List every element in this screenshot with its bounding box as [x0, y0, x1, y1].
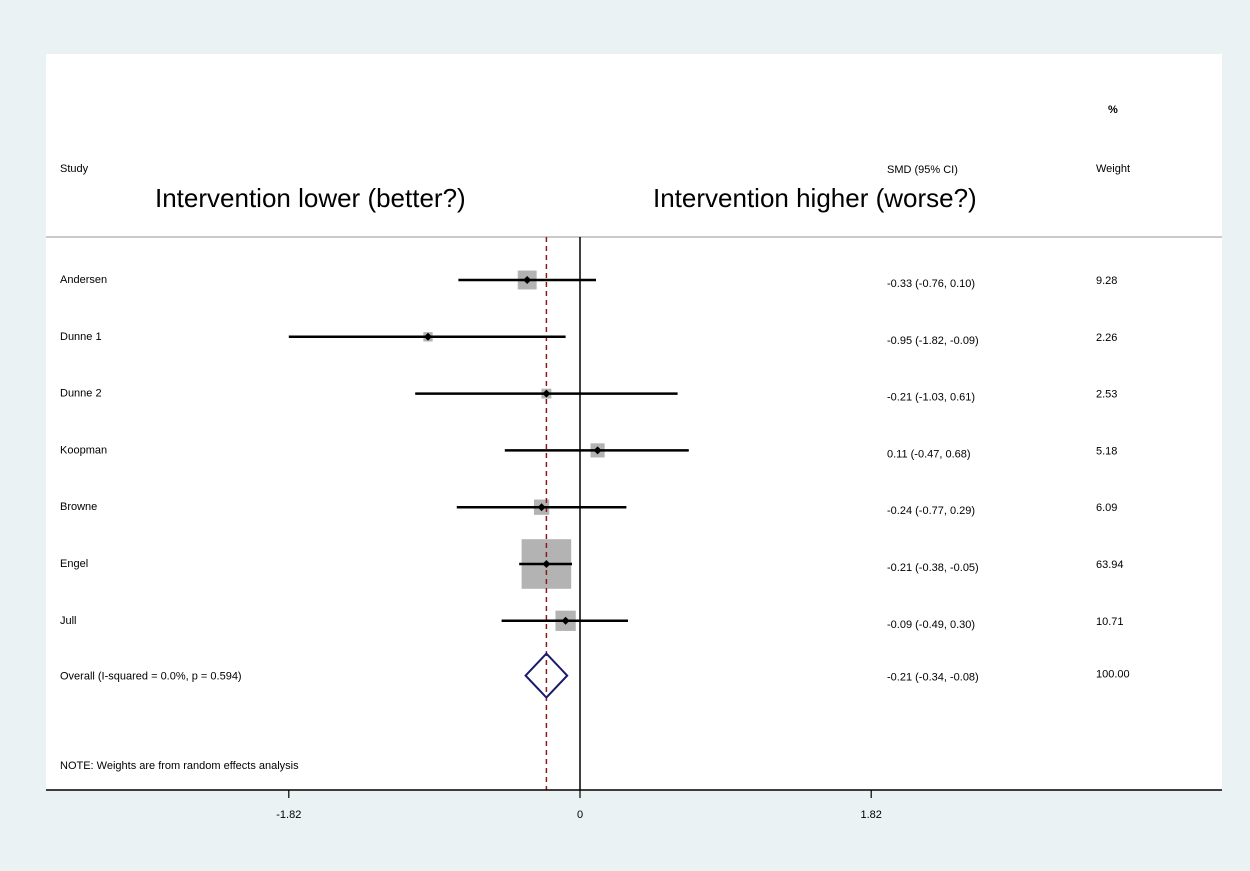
overall-ci-text: -0.21 (-0.34, -0.08) — [887, 672, 979, 684]
weight-text: 9.28 — [1096, 275, 1117, 287]
plot-panel — [46, 54, 1222, 790]
weight-text: 2.53 — [1096, 389, 1117, 401]
point-estimate — [523, 276, 532, 284]
overall-label: Overall (I-squared = 0.0%, p = 0.594) — [60, 671, 242, 683]
study-name: Browne — [60, 501, 97, 513]
effect-ci-text: -0.24 (-0.77, 0.29) — [887, 505, 975, 517]
study-name: Dunne 1 — [60, 331, 102, 343]
note-text: NOTE: Weights are from random effects an… — [60, 760, 299, 772]
header-study: Study — [60, 163, 89, 175]
point-estimate — [593, 446, 602, 455]
study-name: Dunne 2 — [60, 388, 102, 400]
point-estimate — [537, 503, 546, 512]
effect-ci-text: -0.09 (-0.49, 0.30) — [887, 619, 975, 631]
x-tick-label: -1.82 — [276, 809, 301, 821]
overall-weight-text: 100.00 — [1096, 669, 1130, 681]
direction-label-left: Intervention lower (better?) — [155, 183, 466, 213]
effect-ci-text: -0.21 (-1.03, 0.61) — [887, 392, 975, 404]
effect-ci-text: -0.33 (-0.76, 0.10) — [887, 278, 975, 290]
header-effect: SMD (95% CI) — [887, 164, 958, 176]
weight-text: 63.94 — [1096, 559, 1124, 571]
point-estimate — [542, 389, 551, 398]
effect-ci-text: -0.95 (-1.82, -0.09) — [887, 335, 979, 347]
row-labels: Andersen -0.33 (-0.76, 0.10) 9.28 Dunne 1 -0… — [60, 274, 1130, 684]
direction-label-right: Intervention higher (worse?) — [653, 183, 977, 213]
point-estimate — [424, 332, 432, 341]
x-tick-label: 1.82 — [860, 809, 881, 821]
point-estimate — [561, 616, 570, 625]
study-name: Koopman — [60, 444, 107, 456]
weight-text: 10.71 — [1096, 616, 1124, 628]
study-marks — [288, 276, 689, 700]
point-estimate — [542, 560, 551, 568]
study-name: Andersen — [60, 274, 107, 286]
header-weight-pct: % — [1108, 104, 1118, 116]
study-name: Engel — [60, 558, 88, 570]
effect-ci-text: -0.21 (-0.38, -0.05) — [887, 562, 979, 574]
x-tick-label: 0 — [577, 809, 583, 821]
weight-text: 6.09 — [1096, 502, 1117, 514]
weight-text: 2.26 — [1096, 332, 1117, 344]
weight-text: 5.18 — [1096, 445, 1117, 457]
study-name: Jull — [60, 615, 77, 627]
effect-ci-text: 0.11 (-0.47, 0.68) — [887, 448, 971, 460]
x-axis-ticks: -1.82 0 1.82 — [276, 790, 882, 821]
header-weight: Weight — [1096, 163, 1130, 175]
overall-diamond — [524, 652, 569, 700]
